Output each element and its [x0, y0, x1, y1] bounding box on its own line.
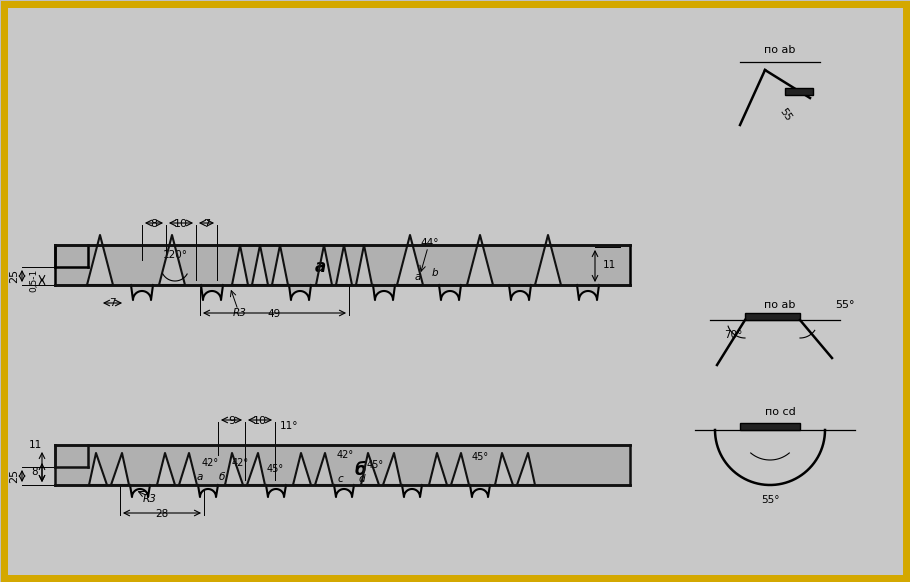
Polygon shape	[179, 453, 197, 485]
Text: 0,5-1: 0,5-1	[29, 268, 38, 292]
Polygon shape	[467, 235, 493, 285]
Polygon shape	[247, 453, 265, 485]
Polygon shape	[111, 453, 129, 485]
Text: 42°: 42°	[201, 458, 218, 468]
Polygon shape	[361, 453, 379, 485]
Text: 25: 25	[9, 269, 19, 283]
Polygon shape	[373, 285, 395, 300]
Text: 70°: 70°	[723, 330, 743, 340]
Polygon shape	[89, 453, 107, 485]
Polygon shape	[316, 245, 332, 285]
Polygon shape	[336, 245, 352, 285]
Polygon shape	[272, 245, 288, 285]
Text: d: d	[359, 474, 365, 484]
Polygon shape	[383, 453, 401, 485]
Text: 45°: 45°	[471, 452, 489, 462]
Text: с: с	[337, 474, 343, 484]
Text: R3: R3	[143, 494, 157, 504]
Text: 120°: 120°	[163, 250, 187, 260]
Polygon shape	[334, 485, 354, 497]
Text: 25: 25	[9, 469, 19, 483]
Text: по ab: по ab	[764, 300, 795, 310]
Text: a: a	[415, 272, 421, 282]
Text: 44°: 44°	[420, 238, 440, 248]
Polygon shape	[535, 235, 561, 285]
Text: 45°: 45°	[267, 464, 284, 474]
Polygon shape	[87, 235, 113, 285]
Polygon shape	[397, 235, 423, 285]
Polygon shape	[55, 445, 88, 467]
Polygon shape	[509, 285, 531, 300]
Text: 11: 11	[28, 440, 42, 450]
Text: а: а	[314, 258, 326, 276]
Bar	[740, 423, 800, 430]
Text: 8: 8	[32, 467, 38, 477]
Text: 10: 10	[253, 416, 267, 426]
Polygon shape	[157, 453, 175, 485]
Polygon shape	[198, 485, 218, 497]
Text: б: б	[354, 461, 366, 479]
Bar	[745, 313, 800, 320]
Polygon shape	[577, 285, 599, 300]
Text: 42°: 42°	[337, 450, 354, 460]
Text: 11: 11	[603, 260, 616, 270]
Polygon shape	[252, 245, 268, 285]
Polygon shape	[470, 485, 490, 497]
Polygon shape	[517, 453, 535, 485]
Polygon shape	[55, 245, 88, 267]
Text: 10: 10	[174, 219, 188, 229]
Polygon shape	[495, 453, 513, 485]
Text: 7: 7	[203, 219, 210, 229]
Polygon shape	[266, 485, 286, 497]
Polygon shape	[232, 245, 248, 285]
Text: 11°: 11°	[280, 421, 298, 431]
Polygon shape	[55, 245, 630, 285]
Polygon shape	[131, 285, 153, 300]
Text: 55°: 55°	[761, 495, 779, 505]
Text: a: a	[197, 472, 203, 482]
Polygon shape	[402, 485, 422, 497]
Text: 7: 7	[109, 298, 116, 308]
Polygon shape	[289, 285, 311, 300]
Polygon shape	[356, 245, 372, 285]
Polygon shape	[130, 485, 150, 497]
Text: 9: 9	[228, 416, 235, 426]
Bar	[785, 88, 813, 95]
Text: b: b	[431, 268, 439, 278]
FancyBboxPatch shape	[4, 4, 906, 578]
Text: 45°: 45°	[367, 460, 383, 470]
Polygon shape	[315, 453, 333, 485]
Text: 55: 55	[777, 107, 793, 123]
Text: 8: 8	[150, 219, 157, 229]
Text: 49: 49	[268, 309, 281, 319]
Polygon shape	[293, 453, 311, 485]
Text: по ab: по ab	[764, 45, 795, 55]
Polygon shape	[439, 285, 461, 300]
Text: 55°: 55°	[835, 300, 854, 310]
Text: 42°: 42°	[231, 458, 248, 468]
Bar	[655, 8, 908, 574]
Polygon shape	[451, 453, 469, 485]
Polygon shape	[201, 285, 223, 300]
Text: б: б	[218, 472, 225, 482]
Text: R3: R3	[233, 308, 247, 318]
Text: 28: 28	[156, 509, 168, 519]
Polygon shape	[55, 445, 630, 485]
Text: по cd: по cd	[764, 407, 795, 417]
Polygon shape	[429, 453, 447, 485]
Polygon shape	[159, 235, 185, 285]
Polygon shape	[225, 453, 243, 485]
